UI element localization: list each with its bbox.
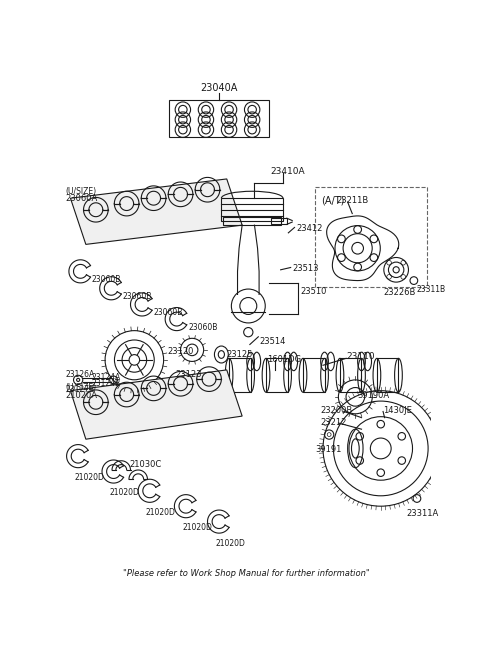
Text: (U/SIZE): (U/SIZE): [65, 383, 96, 392]
Text: 23124A: 23124A: [92, 373, 121, 382]
Text: 23226B: 23226B: [383, 288, 415, 297]
Text: 23120: 23120: [168, 347, 194, 356]
Text: 21020D: 21020D: [74, 473, 104, 482]
Text: (U/SIZE): (U/SIZE): [65, 187, 96, 196]
Text: 23060A: 23060A: [65, 194, 97, 203]
Text: 39190A: 39190A: [358, 391, 390, 399]
Text: 23040A: 23040A: [200, 83, 238, 93]
Text: 23125: 23125: [227, 350, 253, 359]
Text: 23060B: 23060B: [188, 323, 217, 332]
Text: 23412: 23412: [296, 223, 323, 233]
Bar: [303, 358, 324, 392]
Text: 23311B: 23311B: [417, 285, 446, 294]
Text: 23212: 23212: [321, 418, 347, 426]
Text: 23127B: 23127B: [65, 385, 94, 394]
Polygon shape: [71, 370, 242, 439]
Text: 23123: 23123: [175, 370, 202, 379]
Bar: [340, 358, 361, 392]
Text: 23311A: 23311A: [406, 509, 438, 518]
Text: 23060B: 23060B: [123, 292, 152, 301]
Text: 21030C: 21030C: [129, 460, 161, 469]
Text: 23200B: 23200B: [321, 406, 353, 415]
Text: 23510: 23510: [300, 286, 326, 296]
Text: 1601DG: 1601DG: [267, 355, 302, 363]
Text: 1430JE: 1430JE: [383, 406, 412, 415]
Text: 39191: 39191: [315, 445, 342, 453]
Text: 21020D: 21020D: [215, 539, 245, 547]
Bar: [169, 101, 269, 137]
Bar: [221, 198, 283, 221]
Text: 21020D: 21020D: [146, 508, 176, 516]
Text: 21020D: 21020D: [182, 523, 212, 532]
Text: 23513: 23513: [292, 263, 319, 273]
Text: 23126A: 23126A: [65, 370, 94, 379]
Text: "Please refer to Work Shop Manual for further information": "Please refer to Work Shop Manual for fu…: [122, 569, 370, 578]
Text: 23060B: 23060B: [92, 275, 121, 284]
Bar: [223, 217, 281, 225]
Text: 21020D: 21020D: [110, 489, 140, 497]
Text: 23110: 23110: [346, 352, 375, 361]
Text: 23124B: 23124B: [92, 379, 121, 388]
Polygon shape: [71, 179, 242, 244]
Text: 21020A: 21020A: [65, 391, 97, 399]
Bar: [229, 358, 251, 392]
Text: (A/T): (A/T): [322, 196, 345, 206]
Bar: [266, 358, 288, 392]
Text: 23514: 23514: [260, 337, 286, 346]
Text: 23060B: 23060B: [154, 308, 183, 317]
Bar: [377, 358, 398, 392]
Text: 23211B: 23211B: [337, 196, 369, 205]
Text: 23410A: 23410A: [271, 168, 305, 176]
Bar: [271, 218, 287, 225]
